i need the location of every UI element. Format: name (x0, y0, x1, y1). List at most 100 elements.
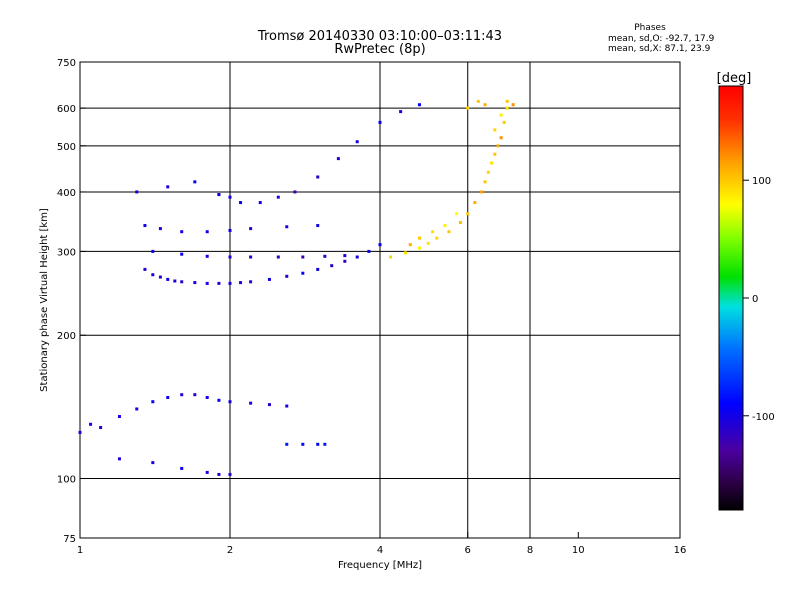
grid-lines (80, 62, 680, 538)
echo-point (228, 281, 232, 285)
echo-point (301, 255, 305, 259)
echo-point (193, 393, 197, 397)
x-tick-label: 8 (527, 545, 533, 556)
echo-point (228, 255, 232, 259)
y-tick-label: 200 (57, 331, 76, 342)
echo-point (343, 259, 347, 263)
echo-point (293, 190, 297, 194)
colorbar-ticks: 100 0 -100 (743, 176, 775, 423)
echo-point (408, 243, 412, 247)
echo-point (336, 157, 340, 161)
echo-point (378, 243, 382, 247)
echo-point (151, 273, 155, 277)
echo-point (166, 185, 170, 189)
echo-point (258, 201, 262, 205)
y-tick-label: 750 (57, 58, 76, 69)
echo-point (455, 212, 459, 216)
echo-point (417, 103, 421, 107)
legend-title: Phases (634, 23, 666, 33)
echo-point (217, 398, 221, 402)
echo-point (78, 430, 82, 434)
echo-point (217, 472, 221, 476)
y-tick-label: 100 (57, 475, 76, 486)
echo-point (389, 255, 393, 259)
y-axis-ticks: 75 100 200 300 400 500 600 750 (57, 58, 86, 545)
echo-points (78, 99, 515, 476)
echo-point (217, 193, 221, 197)
echo-point (355, 140, 359, 144)
echo-point (323, 442, 327, 446)
echo-point (285, 225, 289, 229)
y-tick-label: 600 (57, 104, 76, 115)
echo-point (151, 400, 155, 404)
echo-point (228, 400, 232, 404)
echo-point (480, 190, 484, 194)
legend-line-x: mean, sd,X: 87.1, 23.9 (608, 44, 711, 54)
echo-point (249, 255, 253, 259)
echo-point (173, 279, 177, 283)
echo-point (267, 277, 271, 281)
y-axis-label: Stationary phase Virtual Height [km] (39, 208, 50, 392)
echo-point (483, 103, 487, 107)
echo-point (217, 281, 221, 285)
echo-point (166, 277, 170, 281)
echo-point (205, 230, 209, 234)
echo-point (316, 175, 320, 179)
echo-point (143, 267, 147, 271)
echo-point (493, 152, 497, 156)
echo-point (511, 103, 515, 107)
echo-point (403, 251, 407, 255)
echo-point (276, 255, 280, 259)
colorbar-tick-label: -100 (752, 412, 775, 423)
echo-point (89, 422, 93, 426)
echo-point (330, 264, 334, 268)
echo-point (205, 254, 209, 258)
echo-point (249, 401, 253, 405)
echo-point (417, 236, 421, 240)
echo-point (228, 195, 232, 199)
echo-point (447, 230, 451, 234)
echo-point (99, 425, 103, 429)
echo-point (158, 227, 162, 231)
echo-point (228, 472, 232, 476)
y-tick-label: 75 (63, 534, 76, 545)
echo-point (228, 228, 232, 232)
echo-point (180, 280, 184, 284)
echo-point (483, 180, 487, 184)
echo-point (205, 281, 209, 285)
echo-point (249, 280, 253, 284)
echo-point (276, 195, 280, 199)
echo-point (301, 271, 305, 275)
echo-point (499, 136, 503, 140)
echo-point (493, 128, 497, 132)
echo-point (239, 201, 243, 205)
echo-point (117, 457, 121, 461)
echo-point (466, 212, 470, 216)
echo-point (502, 120, 506, 124)
echo-point (158, 275, 162, 279)
echo-point (399, 110, 403, 114)
echo-point (486, 170, 490, 174)
colorbar (718, 85, 744, 511)
colorbar-tick-label: 100 (752, 176, 771, 187)
legend-line-o: mean, sd,O: -92.7, 17.9 (608, 34, 715, 44)
echo-point (180, 230, 184, 234)
echo-point (490, 161, 494, 165)
echo-point (135, 190, 139, 194)
y-tick-label: 500 (57, 142, 76, 153)
echo-point (476, 99, 480, 103)
y-tick-label: 300 (57, 247, 76, 258)
echo-point (249, 227, 253, 231)
echo-point (496, 144, 500, 148)
echo-point (135, 407, 139, 411)
colorbar-label: [deg] (717, 71, 752, 86)
x-tick-label: 6 (465, 545, 471, 556)
echo-point (285, 274, 289, 278)
echo-point (151, 461, 155, 465)
echo-point (431, 230, 435, 234)
echo-point (499, 113, 503, 117)
x-tick-label: 2 (227, 545, 233, 556)
x-axis-ticks: 1 2 4 6 8 10 16 (77, 532, 686, 556)
echo-point (367, 249, 371, 253)
